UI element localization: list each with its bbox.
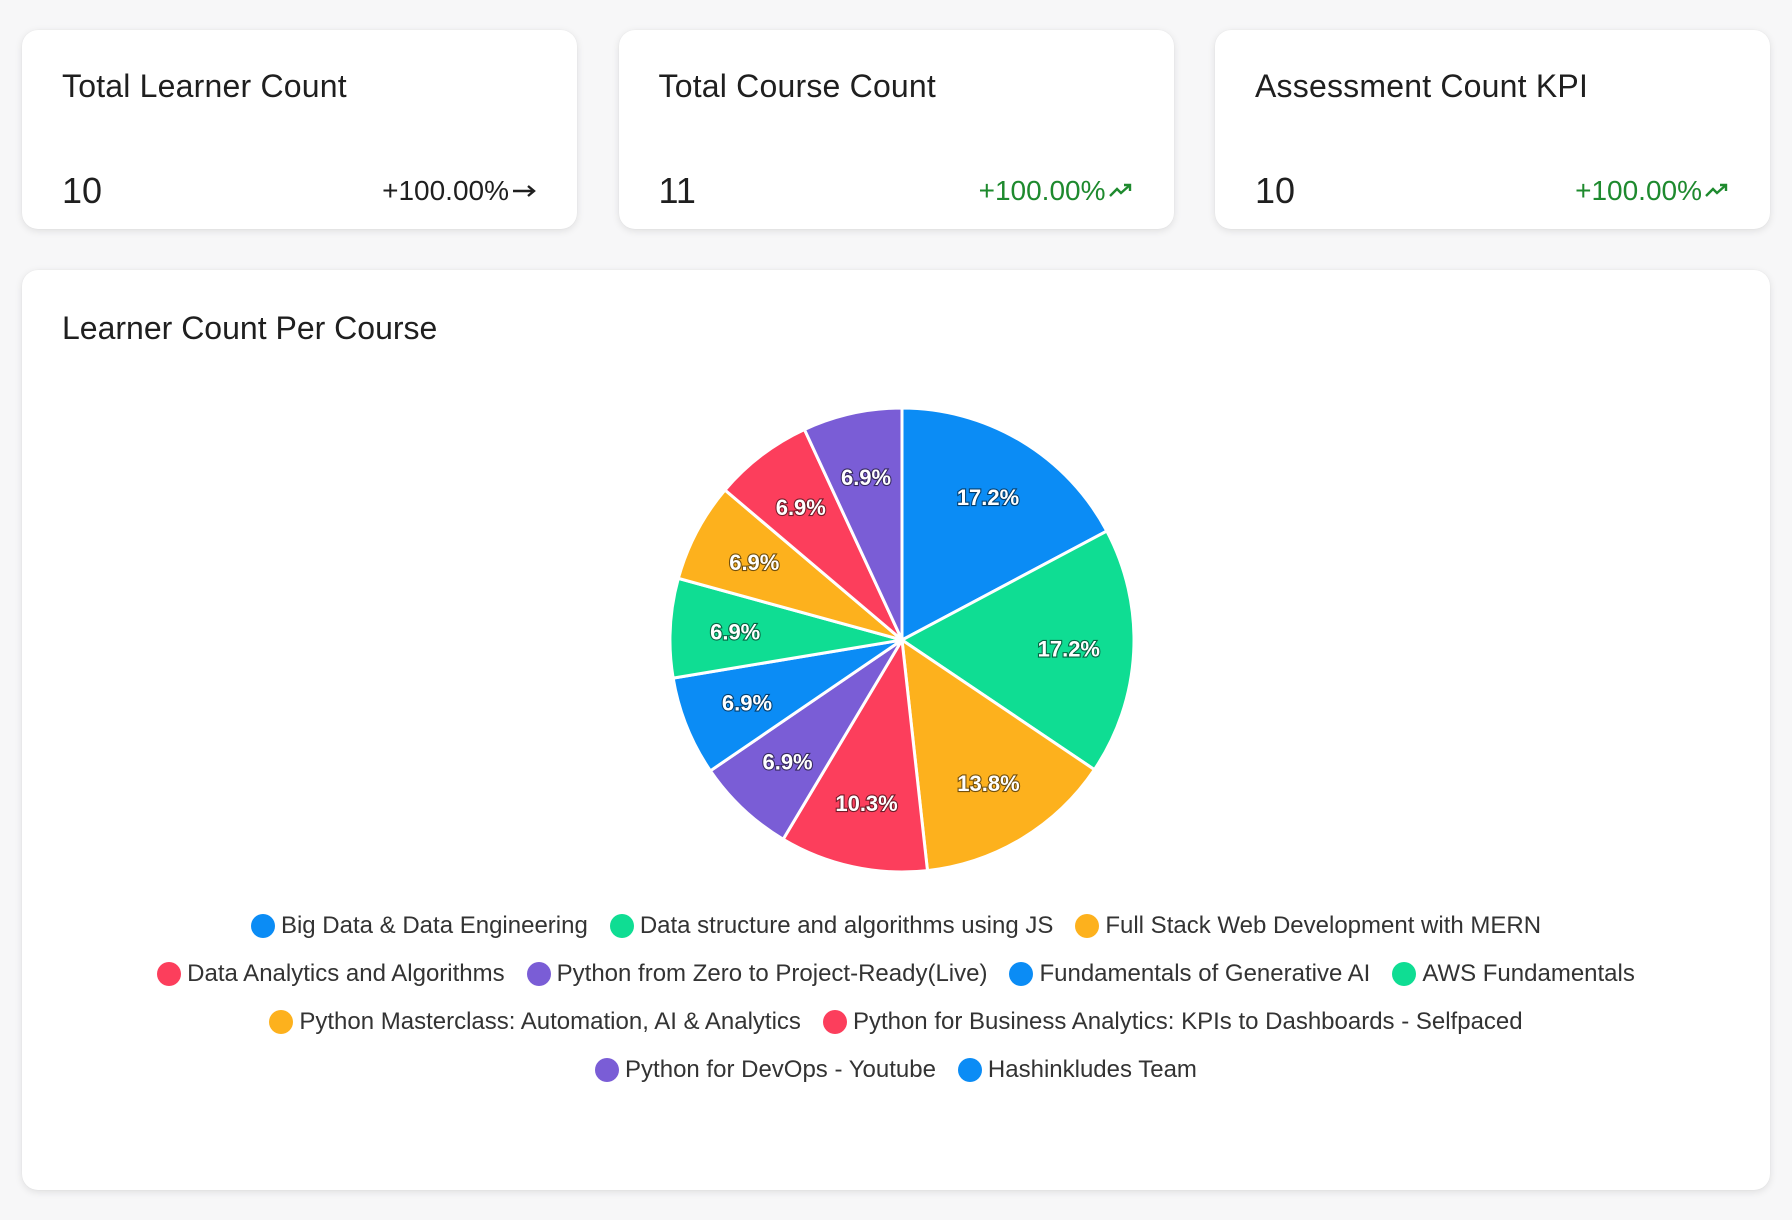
legend-label: Python Masterclass: Automation, AI & Ana…: [299, 1008, 801, 1035]
kpi-title: Assessment Count KPI: [1255, 68, 1589, 104]
legend-color-dot: [157, 962, 182, 986]
trend-up-icon: [1108, 183, 1131, 197]
legend-color-dot: [250, 914, 275, 938]
legend-label: Python for DevOps - Youtube: [625, 1056, 936, 1083]
chart-title: Learner Count Per Course: [62, 310, 438, 346]
legend-label: Data Analytics and Algorithms: [187, 960, 505, 987]
legend-row: Data Analytics and Algorithms Python from…: [22, 950, 1770, 998]
learner-count-chart-card: Learner Count Per Course 17.2% 17.2% 13.8%…: [22, 270, 1770, 1190]
legend-label: Hashinkludes Team: [987, 1056, 1197, 1083]
legend-color-dot: [595, 1058, 620, 1082]
kpi-card-learner-count: Total Learner Count 10 +100.00%: [22, 30, 577, 229]
legend-color-dot: [822, 1010, 847, 1034]
slice-percent-label: 6.9%: [722, 690, 772, 715]
legend-label: Python for Business Analytics: KPIs to D…: [852, 1008, 1523, 1035]
legend-item[interactable]: AWS Fundamentals: [1392, 960, 1635, 988]
kpi-card-assessment-count: Assessment Count KPI 10 +100.00%: [1215, 30, 1770, 229]
slice-percent-label: 6.9%: [841, 465, 891, 490]
legend-row: Python for DevOps - Youtube Hashinkludes …: [22, 1046, 1770, 1094]
legend-item[interactable]: Data Analytics and Algorithms: [157, 960, 505, 988]
legend-item[interactable]: Python from Zero to Project-Ready(Live): [526, 960, 988, 988]
slice-percent-label: 17.2%: [1038, 637, 1100, 662]
legend-label: Data structure and algorithms using JS: [639, 912, 1054, 939]
legend-label: Big Data & Data Engineering: [280, 912, 588, 939]
slice-percent-label: 10.3%: [835, 791, 897, 816]
slice-percent-label: 17.2%: [957, 485, 1019, 510]
legend-color-dot: [609, 914, 634, 938]
kpi-value: 10: [62, 170, 103, 211]
legend-label: Full Stack Web Development with MERN: [1105, 912, 1542, 939]
pie-slice[interactable]: [900, 636, 1097, 873]
legend-item[interactable]: Python Masterclass: Automation, AI & Ana…: [269, 1008, 801, 1036]
kpi-change-text: +100.00%: [1575, 175, 1702, 206]
kpi-change-text: +100.00%: [978, 175, 1106, 206]
legend-item[interactable]: Fundamentals of Generative AI: [1009, 960, 1370, 988]
pie-slice[interactable]: [900, 406, 1109, 643]
pie-slice[interactable]: [802, 406, 904, 641]
legend-row: Big Data & Data Engineering Data structur…: [22, 902, 1770, 950]
slice-percent-label: 6.9%: [776, 495, 826, 520]
kpi-value: 10: [1255, 170, 1296, 211]
slice-percent-label: 6.9%: [710, 619, 760, 644]
kpi-change: +100.00%: [979, 175, 1134, 207]
legend-item[interactable]: Python for Business Analytics: KPIs to D…: [822, 1008, 1523, 1036]
pie-slice[interactable]: [899, 528, 1136, 772]
legend-item[interactable]: Hashinkludes Team: [957, 1056, 1197, 1084]
trend-flat-icon: [513, 185, 536, 197]
slice-percent-label: 13.8%: [957, 771, 1019, 796]
legend-item[interactable]: Data structure and algorithms using JS: [609, 912, 1054, 940]
kpi-row: Total Learner Count 10 +100.00% Total Co…: [22, 30, 1770, 229]
legend-color-dot: [526, 962, 551, 986]
kpi-title: Total Learner Count: [62, 68, 347, 104]
kpi-card-course-count: Total Course Count 11 +100.00%: [618, 30, 1174, 229]
legend-color-dot: [957, 1058, 982, 1082]
pie-slice[interactable]: [781, 635, 930, 874]
kpi-change-text: +100.00%: [382, 175, 509, 206]
legend-color-dot: [1075, 914, 1100, 938]
kpi-change: +100.00%: [382, 175, 537, 207]
legend-item[interactable]: Big Data & Data Engineering: [250, 912, 588, 940]
legend-color-dot: [1392, 962, 1417, 986]
legend-label: Python from Zero to Project-Ready(Live): [556, 960, 988, 987]
trend-up-icon: [1705, 183, 1728, 197]
chart-legend: Big Data & Data Engineering Data structur…: [22, 902, 1770, 1094]
legend-label: Fundamentals of Generative AI: [1039, 960, 1371, 987]
pie-chart: 17.2% 17.2% 13.8% 10.3% 6.9% 6.9% 6.9% 6.9% 6.9%…: [668, 406, 1136, 874]
legend-color-dot: [1009, 962, 1034, 986]
kpi-title: Total Course Count: [658, 68, 937, 104]
legend-color-dot: [269, 1010, 294, 1034]
legend-label: AWS Fundamentals: [1422, 960, 1635, 987]
slice-percent-label: 6.9%: [729, 550, 779, 575]
kpi-change: +100.00%: [1575, 175, 1730, 207]
legend-row: Python Masterclass: Automation, AI & Ana…: [22, 998, 1770, 1046]
legend-item[interactable]: Python for DevOps - Youtube: [595, 1056, 936, 1084]
slice-percent-label: 6.9%: [762, 750, 812, 775]
kpi-value: 11: [658, 170, 696, 211]
legend-item[interactable]: Full Stack Web Development with MERN: [1075, 912, 1541, 940]
